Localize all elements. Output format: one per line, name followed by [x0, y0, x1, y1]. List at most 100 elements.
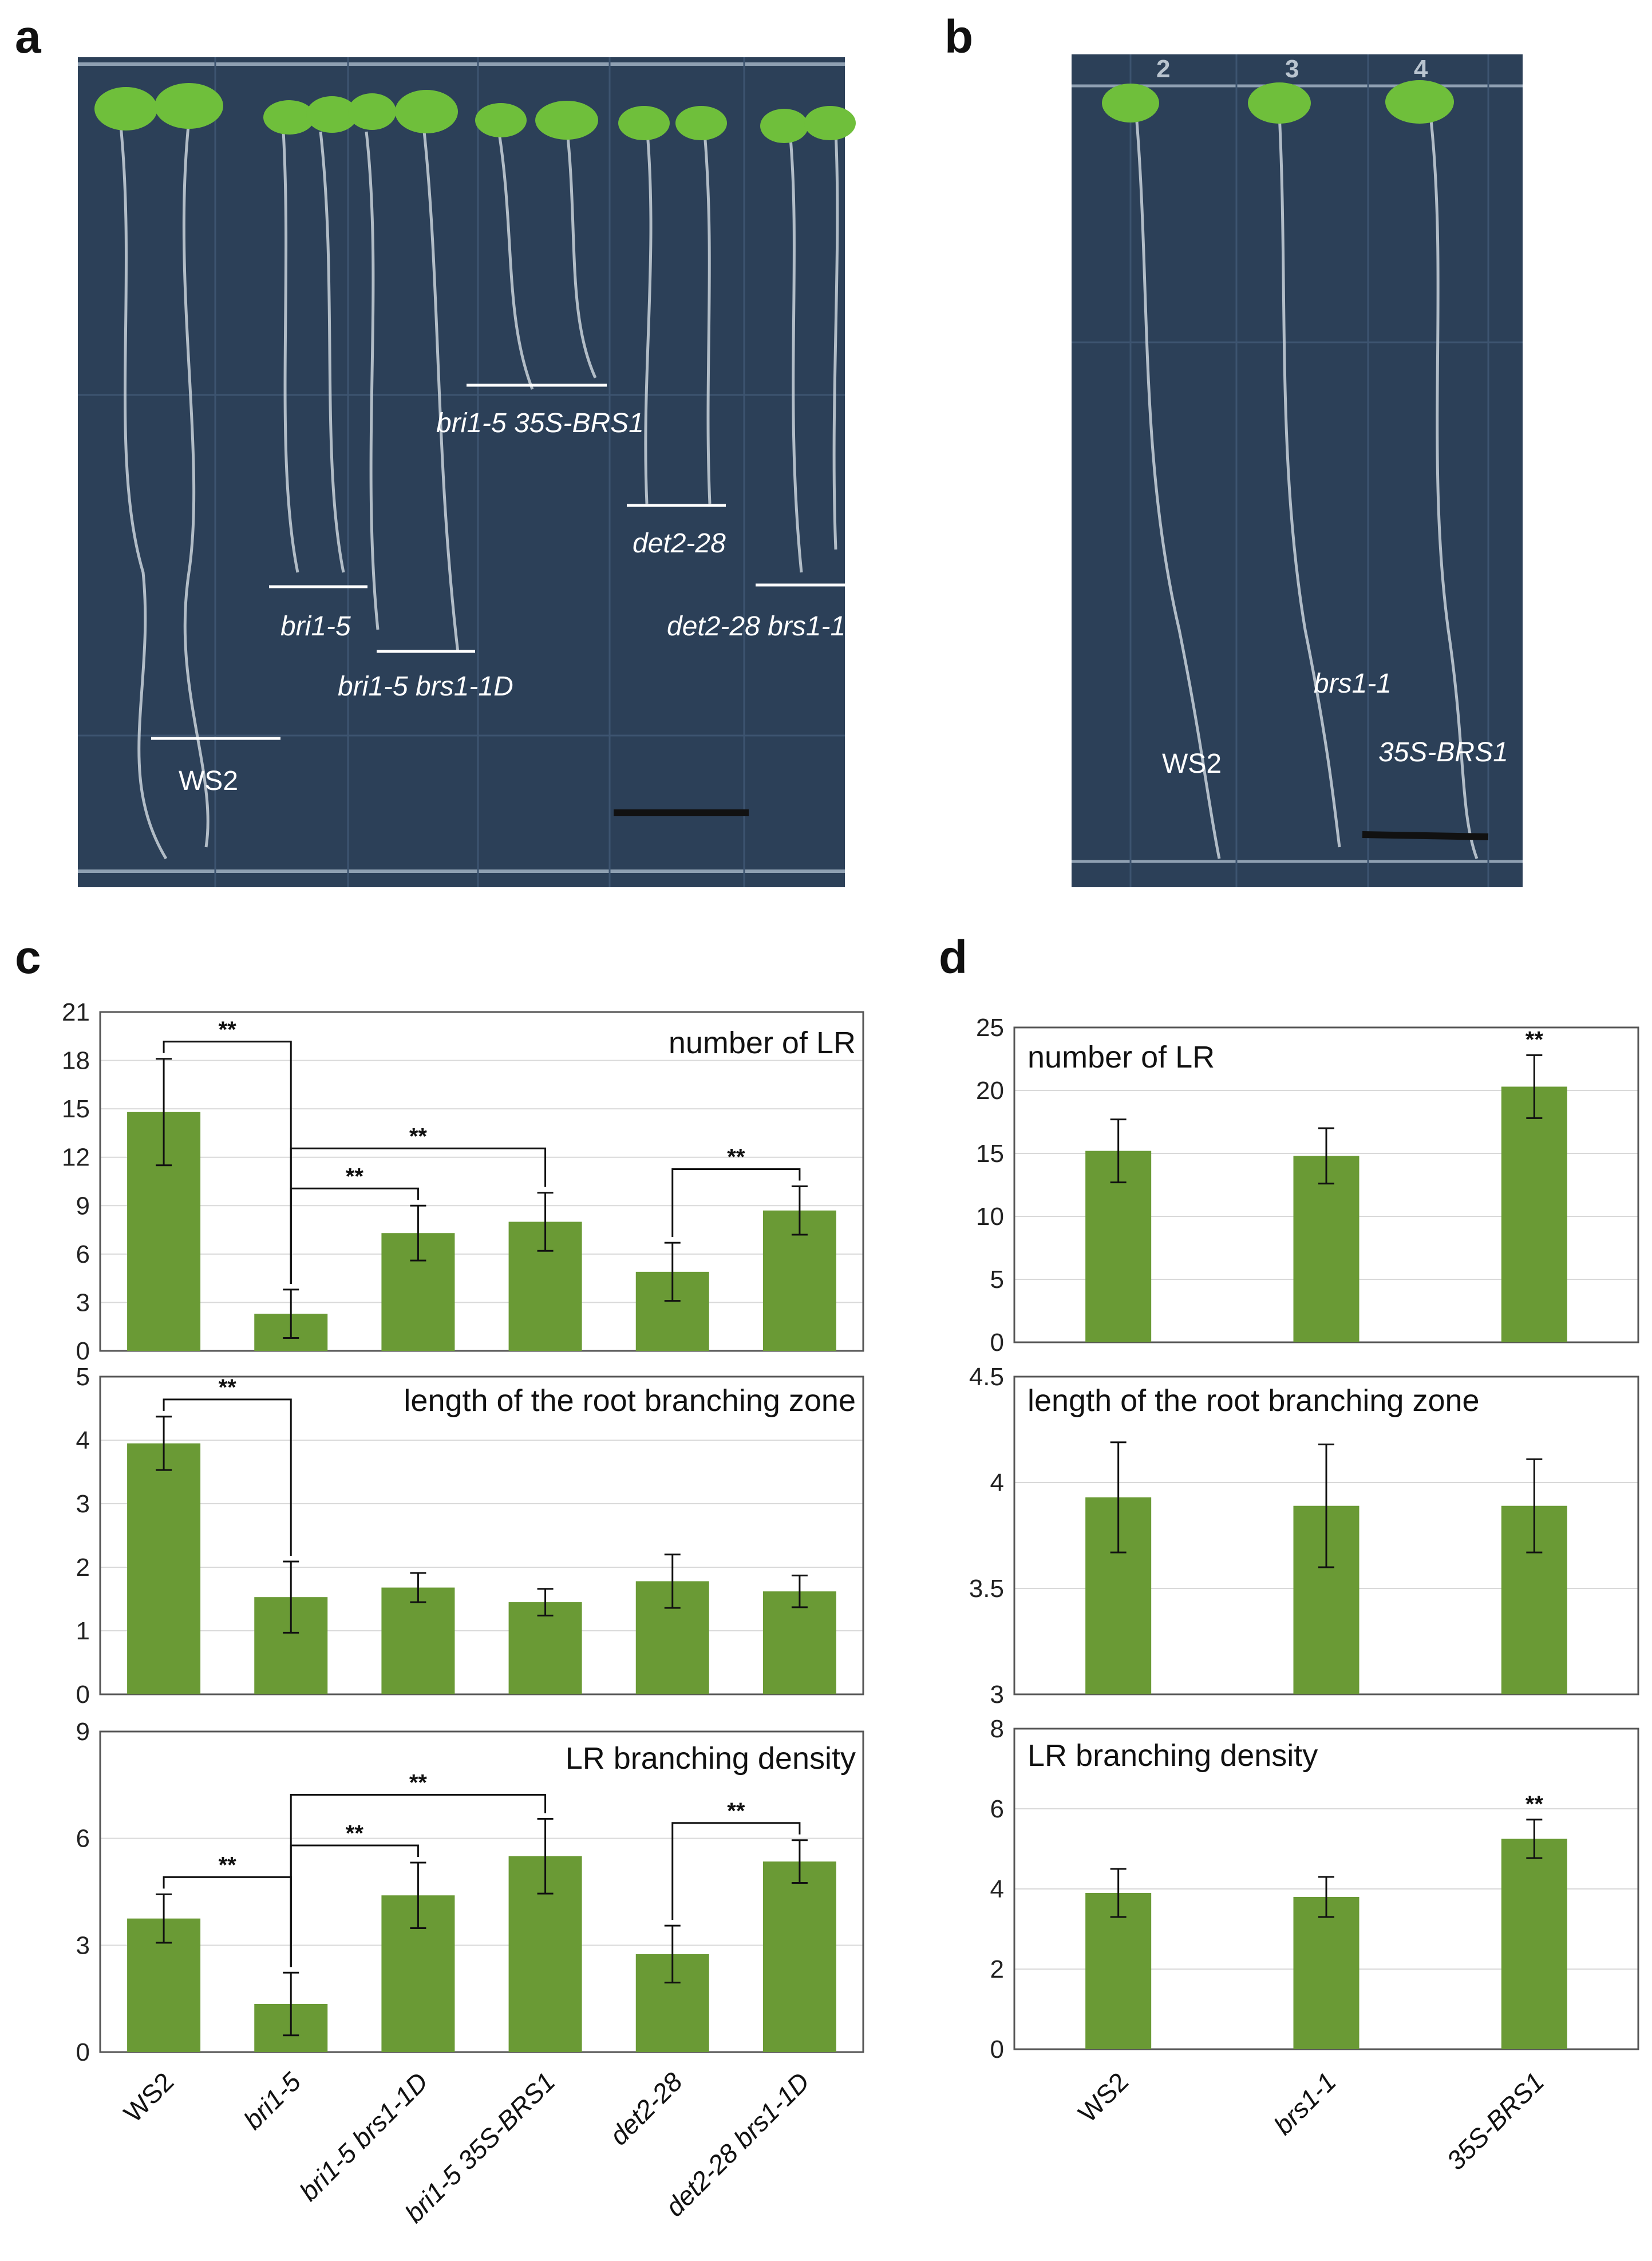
y-tick-label: 8 — [990, 1715, 1004, 1743]
plate-a-grid — [78, 57, 845, 887]
seedling-leaves-a — [94, 83, 856, 143]
y-tick-label: 9 — [76, 1192, 90, 1220]
plot-frame — [99, 1730, 864, 2053]
y-tick-label: 2 — [990, 1955, 1004, 1983]
significance-label: ** — [346, 1821, 364, 1846]
chart-d-number-of-lr: 0 5 10 15 20 25 number of LR ** — [976, 1014, 1639, 1357]
y-tick-label: 9 — [76, 1718, 90, 1746]
significance-bracket — [671, 1822, 801, 1920]
y-tick-label: 6 — [990, 1795, 1004, 1823]
category-label: 35S-BRS1 — [1441, 2066, 1550, 2175]
bar — [1293, 1897, 1359, 2049]
label-underlines-a — [151, 384, 854, 740]
y-tick-label: 2 — [76, 1554, 90, 1582]
label-det2-28: det2-28 — [633, 528, 726, 559]
plate-a-background — [78, 57, 845, 887]
panel-letter-c: c — [15, 931, 41, 983]
y-tick-label: 21 — [62, 998, 90, 1026]
significance-label: ** — [346, 1164, 364, 1189]
seedling-roots-b — [1135, 114, 1479, 859]
chart-c-root-branching-zone: 0 1 2 3 4 5 length of the root branching zone *… — [76, 1363, 864, 1709]
label-bri1-5: bri1-5 — [280, 611, 351, 642]
label-ws2-a: WS2 — [179, 766, 238, 796]
category-label: bri1-5 brs1-1D — [294, 2066, 434, 2207]
y-tick-label: 0 — [990, 1329, 1004, 1357]
plate-number-4: 4 — [1414, 55, 1428, 83]
plate-b-background — [1072, 54, 1523, 887]
category-label: bri1-5 — [238, 2066, 306, 2135]
category-label: brs1-1 — [1268, 2066, 1342, 2140]
chart-title: number of LR — [1027, 1040, 1215, 1074]
y-tick-label: 5 — [990, 1266, 1004, 1294]
plot-frame — [99, 1375, 864, 1695]
significance-star: ** — [1525, 1027, 1544, 1052]
seedling-leaves-b — [1102, 80, 1454, 124]
category-label: WS2 — [1072, 2066, 1133, 2128]
significance-bracket — [290, 1147, 547, 1284]
bar — [127, 1443, 201, 1694]
y-tick-label: 4 — [76, 1426, 90, 1454]
y-tick-label: 0 — [76, 2038, 90, 2066]
plate-photo-a: WS2 bri1-5 bri1-5 brs1-1D bri1-5 35S-BRS… — [78, 57, 865, 887]
y-tick-label: 6 — [76, 1825, 90, 1853]
significance-label: ** — [219, 1017, 237, 1042]
y-tick-label: 10 — [976, 1203, 1004, 1231]
y-tick-label: 15 — [976, 1140, 1004, 1168]
y-tick-label: 4.5 — [969, 1363, 1004, 1391]
category-label: WS2 — [118, 2066, 179, 2128]
bar — [762, 1861, 836, 2052]
significance-bracket — [290, 1793, 547, 1967]
y-tick-label: 15 — [62, 1095, 90, 1123]
y-tick-label: 0 — [990, 2035, 1004, 2064]
panel-letter-d: d — [939, 931, 967, 983]
chart-title: LR branching density — [566, 1741, 856, 1776]
y-tick-label: 6 — [76, 1240, 90, 1268]
bar — [508, 1602, 582, 1694]
bar — [1085, 1893, 1152, 2049]
y-tick-label: 25 — [976, 1014, 1004, 1042]
chart-c-number-of-lr: 0 3 6 9 12 15 18 21 number of LR ** ** ** ** — [62, 998, 864, 1365]
y-tick-label: 3.5 — [969, 1575, 1004, 1603]
label-35s-brs1-b: 35S-BRS1 — [1378, 737, 1508, 768]
y-tick-label: 18 — [62, 1047, 90, 1075]
category-labels-d: WS2 brs1-1 35S-BRS1 — [1072, 2066, 1550, 2175]
y-tick-label: 4 — [990, 1875, 1004, 1903]
label-ws2-b: WS2 — [1162, 749, 1222, 779]
chart-d-root-branching-zone: 3 3.5 4 4.5 length of the root branching zon… — [969, 1363, 1639, 1709]
plot-frame — [99, 1011, 864, 1352]
y-tick-label: 3 — [76, 1931, 90, 1959]
chart-d-lr-branching-density: 0 2 4 6 8 LR branching density ** — [990, 1715, 1639, 2064]
label-brs1-1: brs1-1 — [1314, 669, 1392, 699]
chart-c-lr-branching-density: 0 3 6 9 LR branching density ** ** ** ** — [76, 1718, 864, 2066]
y-tick-label: 0 — [76, 1681, 90, 1709]
y-tick-label: 3 — [76, 1288, 90, 1317]
y-tick-label: 3 — [76, 1490, 90, 1518]
plate-number-3: 3 — [1285, 55, 1299, 83]
label-bri1-5-35s-brs1: bri1-5 35S-BRS1 — [436, 408, 644, 438]
panel-letter-a: a — [15, 11, 42, 63]
y-tick-label: 3 — [990, 1681, 1004, 1709]
label-det2-28-brs1-1d: det2-28 brs1-1D — [667, 611, 865, 642]
y-tick-label: 1 — [76, 1617, 90, 1645]
significance-star: ** — [1525, 1792, 1544, 1817]
y-tick-label: 5 — [76, 1363, 90, 1391]
y-tick-label: 4 — [990, 1469, 1004, 1497]
chart-title: length of the root branching zone — [1027, 1384, 1480, 1418]
bar — [1501, 1839, 1567, 2049]
significance-bracket — [163, 1398, 292, 1556]
label-bri1-5-brs1-1d: bri1-5 brs1-1D — [338, 671, 513, 702]
seedling-roots-a — [118, 120, 839, 860]
significance-label: ** — [727, 1798, 745, 1824]
chart-title: LR branching density — [1027, 1738, 1318, 1773]
bar — [1501, 1086, 1567, 1342]
significance-label: ** — [727, 1144, 745, 1169]
significance-label: ** — [219, 1375, 237, 1400]
bar — [381, 1587, 455, 1694]
y-tick-label: 20 — [976, 1077, 1004, 1105]
significance-label: ** — [409, 1124, 428, 1149]
significance-label: ** — [409, 1770, 428, 1795]
chart-title: length of the root branching zone — [404, 1384, 856, 1418]
panel-letter-b: b — [944, 11, 973, 63]
